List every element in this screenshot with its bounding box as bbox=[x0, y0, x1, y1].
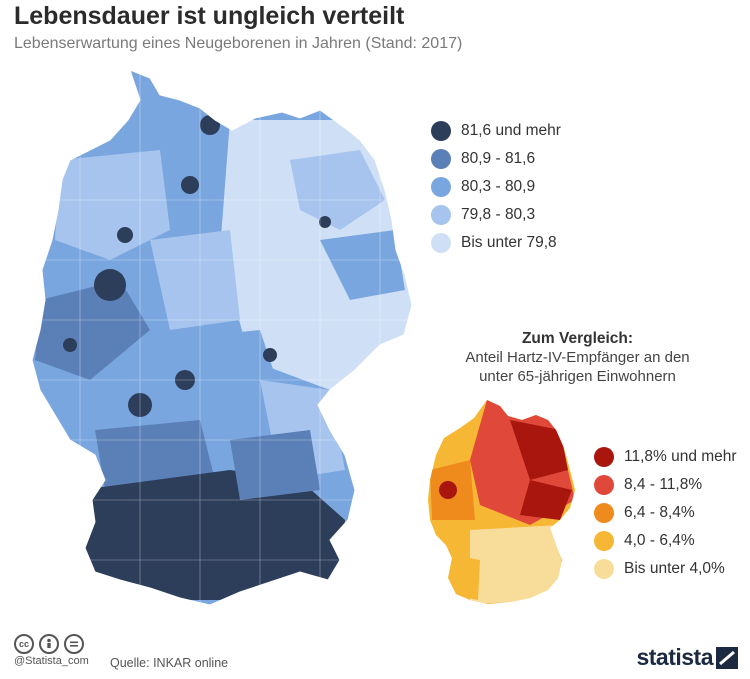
legend-swatch bbox=[594, 474, 614, 495]
comparison-title: Zum Vergleich: bbox=[521, 330, 634, 347]
nd-icon[interactable] bbox=[64, 634, 84, 654]
logo-text: statista bbox=[636, 644, 713, 670]
legend-swatch bbox=[431, 204, 451, 225]
legend-label: Bis unter 79,8 bbox=[461, 233, 557, 251]
legend-swatch bbox=[594, 558, 614, 579]
legend-swatch bbox=[431, 232, 451, 253]
chart-title: Lebensdauer ist ungleich verteilt bbox=[14, 2, 405, 30]
legend-item: 80,3 - 80,9 bbox=[431, 174, 561, 199]
cc-icon[interactable]: cc bbox=[14, 634, 34, 654]
legend-label: 81,6 und mehr bbox=[461, 121, 561, 139]
legend-item: Bis unter 79,8 bbox=[431, 230, 561, 255]
legend-swatch bbox=[431, 120, 451, 141]
license-icons: cc bbox=[14, 634, 89, 654]
legend-item: 4,0 - 6,4% bbox=[594, 528, 737, 553]
legend-item: 80,9 - 81,6 bbox=[431, 146, 561, 171]
legend-label: 80,9 - 81,6 bbox=[461, 149, 536, 167]
legend-label: 4,0 - 6,4% bbox=[624, 531, 695, 549]
life-expectancy-legend: 81,6 und mehr 80,9 - 81,6 80,3 - 80,9 79… bbox=[431, 118, 561, 258]
source-note: Quelle: INKAR online bbox=[110, 656, 229, 670]
chart-subtitle: Lebenserwartung eines Neugeborenen in Ja… bbox=[14, 35, 463, 52]
legend-item: 6,4 - 8,4% bbox=[594, 500, 737, 525]
legend-swatch bbox=[594, 446, 614, 467]
legend-item: Bis unter 4,0% bbox=[594, 556, 737, 581]
statista-logo-icon bbox=[716, 646, 738, 669]
legend-label: 8,4 - 11,8% bbox=[624, 475, 703, 493]
legend-item: 8,4 - 11,8% bbox=[594, 472, 737, 497]
legend-item: 11,8% und mehr bbox=[594, 444, 737, 469]
legend-swatch bbox=[431, 148, 451, 169]
footer: cc @Statista_com Quelle: INKAR online st… bbox=[0, 628, 750, 679]
hartz-iv-legend: 11,8% und mehr 8,4 - 11,8% 6,4 - 8,4% 4,… bbox=[594, 444, 737, 584]
comparison-subtitle-line1: Anteil Hartz-IV-Empfänger an den bbox=[465, 349, 690, 366]
legend-swatch bbox=[594, 502, 614, 523]
legend-label: Bis unter 4,0% bbox=[624, 559, 725, 577]
legend-swatch bbox=[431, 176, 451, 197]
comparison-subtitle-line2: unter 65-jährigen Einwohnern bbox=[479, 368, 676, 385]
legend-label: 11,8% und mehr bbox=[624, 447, 737, 465]
comparison-heading: Zum Vergleich: Anteil Hartz-IV-Empfänger… bbox=[430, 330, 725, 386]
legend-label: 6,4 - 8,4% bbox=[624, 503, 695, 521]
legend-swatch bbox=[594, 530, 614, 551]
legend-label: 79,8 - 80,3 bbox=[461, 205, 536, 223]
statista-logo[interactable]: statista bbox=[636, 644, 738, 671]
legend-item: 79,8 - 80,3 bbox=[431, 202, 561, 227]
by-icon[interactable] bbox=[39, 634, 59, 654]
legend-item: 81,6 und mehr bbox=[431, 118, 561, 143]
statista-handle[interactable]: @Statista_com bbox=[14, 655, 89, 667]
legend-label: 80,3 - 80,9 bbox=[461, 177, 536, 195]
germany-hartz-iv-map bbox=[428, 400, 575, 604]
